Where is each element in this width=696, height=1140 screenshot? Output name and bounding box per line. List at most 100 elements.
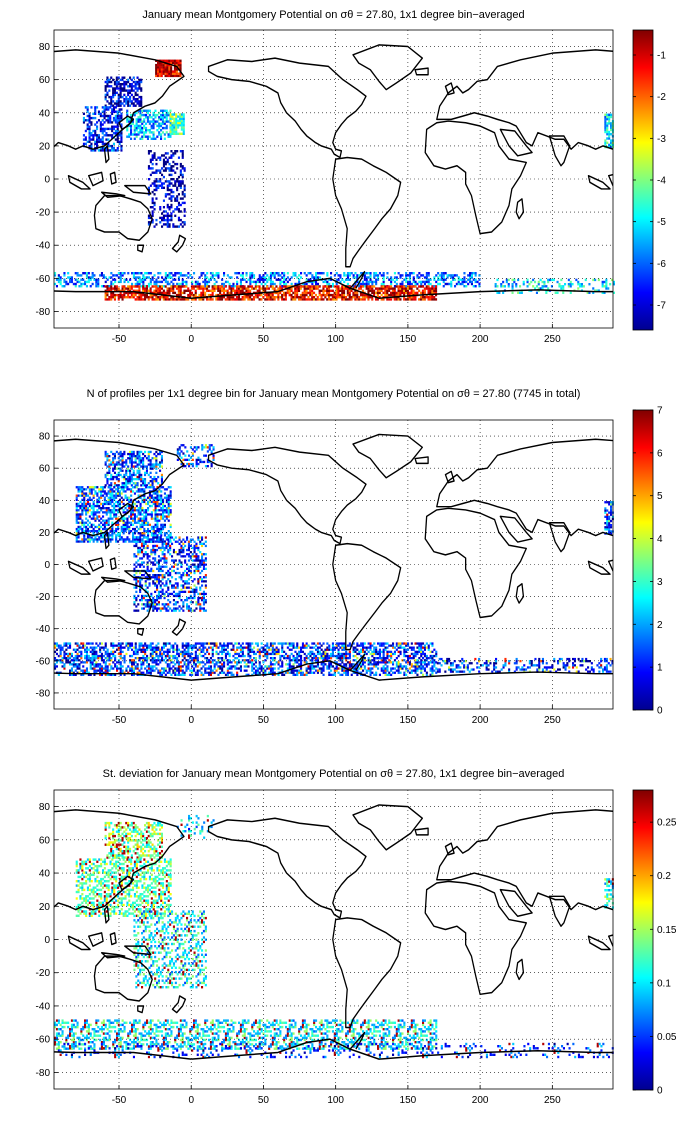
bin-cell [122,519,125,522]
bin-cell [433,296,436,299]
bin-cell [346,293,349,297]
bin-cell [322,293,325,297]
bin-cell [151,291,154,295]
bin-cell [124,517,127,520]
bin-cell [596,289,599,292]
bin-cell [158,496,161,499]
bin-cell [138,461,141,464]
bin-cell [108,78,111,82]
bin-cell [92,112,95,115]
bin-cell [59,659,62,662]
bin-cell [77,536,80,539]
bin-cell [279,291,282,295]
bin-cell [266,296,269,299]
bin-cell [420,291,423,295]
bin-cell [268,278,271,281]
bin-cell [258,289,261,292]
bin-cell [201,553,204,556]
bin-cell [197,538,200,541]
bin-cell [85,642,88,645]
bin-cell [284,293,287,297]
bin-cell [77,521,80,524]
bin-cell [91,661,94,664]
bin-cell [197,536,200,539]
bin-cell [163,542,166,545]
bin-cell [251,287,254,290]
bin-cell [254,287,257,290]
bin-cell [101,119,104,122]
bin-cell [197,555,200,558]
bin-cell [247,278,250,281]
bin-cell [201,542,204,545]
bin-cell [139,511,142,514]
bin-cell [201,592,204,596]
bin-cell [81,498,84,501]
bin-cell [187,596,190,600]
bin-cell [390,287,393,290]
bin-cell [114,119,117,122]
bin-cell [79,490,82,493]
bin-cell [169,513,172,516]
bin-cell [130,540,133,543]
bin-cell [125,95,128,99]
bin-cell [107,521,110,524]
bin-cell [176,540,179,543]
bin-cell [160,502,163,506]
bin-cell [431,287,434,290]
bin-cell [94,517,97,520]
bin-cell [158,133,161,136]
bin-cell [166,296,169,299]
bin-cell [352,287,355,290]
bin-cell [322,280,325,284]
bin-cell [96,525,99,529]
bin-cell [85,667,88,670]
bin-cell [151,210,154,213]
bin-cell [147,513,150,516]
bin-cell [260,276,263,279]
bin-cell [168,167,171,170]
bin-cell [140,87,143,90]
bin-cell [143,494,146,497]
bin-cell [113,102,116,105]
bin-cell [74,659,77,662]
bin-cell [147,482,150,485]
bin-cell [163,492,166,495]
bin-cell [186,462,189,466]
bin-cell [164,210,167,213]
bin-cell [399,289,402,292]
bin-cell [507,285,510,288]
bin-cell [399,274,402,277]
bin-cell [133,553,136,556]
bin-cell [118,140,121,143]
bin-cell [580,285,583,288]
bin-cell [70,652,73,656]
bin-cell [175,293,178,297]
bin-cell [159,171,162,174]
bin-cell [337,278,340,281]
bin-cell [281,298,284,301]
bin-cell [169,540,172,543]
bin-cell [224,298,227,301]
bin-cell [271,272,274,275]
bin-cell [113,486,116,489]
bin-cell [158,68,161,71]
bin-cell [166,223,169,226]
bin-cell [124,530,127,533]
bin-cell [152,126,155,130]
bin-cell [174,225,177,228]
bin-cell [132,296,135,299]
bin-cell [156,500,159,504]
bin-cell [100,486,103,489]
bin-cell [269,282,272,286]
bin-cell [135,133,138,136]
bin-cell [171,586,174,589]
bin-cell [112,91,115,94]
bin-cell [152,509,155,512]
bin-cell [130,475,133,479]
bin-cell [81,540,84,543]
bin-cell [114,121,117,124]
bin-cell [322,285,325,288]
bin-cell [380,298,383,301]
bin-cell [90,488,93,491]
bin-cell [545,285,548,288]
